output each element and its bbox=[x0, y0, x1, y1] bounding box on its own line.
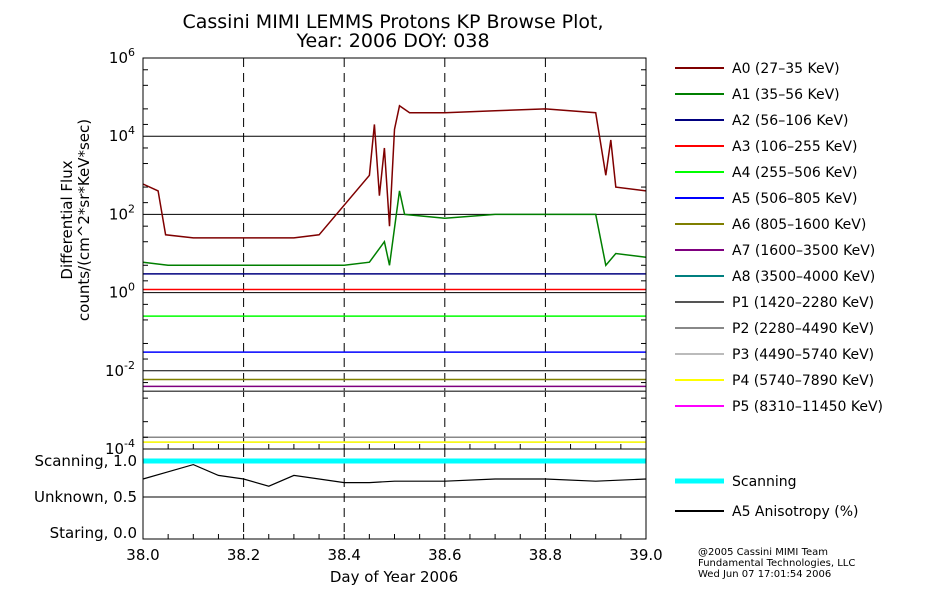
axes: 10-4 10-2 100 102 104 106 38.0 38.2 38.4 38.6 38.8… bbox=[34, 46, 663, 564]
legend-label-5: A5 (506–805 KeV) bbox=[732, 191, 857, 207]
x-axis-label: Day of Year 2006 bbox=[330, 568, 458, 586]
legend-label-13: P5 (8310–11450 KeV) bbox=[732, 399, 883, 415]
x-tick-label-4: 38.8 bbox=[529, 546, 562, 564]
lower-y-tick-label-0: Scanning, 1.0 bbox=[34, 452, 137, 470]
credit-line-2: Fundamental Technologies, LLC bbox=[698, 558, 855, 569]
y-axis-label: Differential Flux counts/(cm^2*sr*KeV*se… bbox=[58, 119, 93, 321]
legend-label-6: A6 (805–1600 KeV) bbox=[732, 217, 866, 233]
legend-label-3: A3 (106–255 KeV) bbox=[732, 139, 857, 155]
legend-label-0: A0 (27–35 KeV) bbox=[732, 61, 840, 77]
y-axis-label-line2: counts/(cm^2*sr*KeV*sec) bbox=[75, 119, 93, 321]
lower-legend-label-1: A5 Anisotropy (%) bbox=[732, 504, 859, 520]
legend-label-11: P3 (4490–5740 KeV) bbox=[732, 347, 874, 363]
y-tick-label-4: 104 bbox=[109, 124, 135, 145]
credit-line-3: Wed Jun 07 17:01:54 2006 bbox=[698, 569, 831, 580]
y-tick-label-0: 10-4 bbox=[105, 437, 135, 458]
legend-label-12: P4 (5740–7890 KeV) bbox=[732, 373, 874, 389]
x-tick-label-5: 39.0 bbox=[629, 546, 662, 564]
y-tick-label-2: 100 bbox=[109, 281, 135, 302]
series-layer bbox=[142, 104, 647, 443]
legend-label-4: A4 (255–506 KeV) bbox=[732, 165, 857, 181]
y-axis-label-line1: Differential Flux bbox=[58, 160, 76, 279]
series-line-0 bbox=[142, 104, 647, 239]
legend-label-10: P2 (2280–4490 KeV) bbox=[732, 321, 874, 337]
legend-label-9: P1 (1420–2280 KeV) bbox=[732, 295, 874, 311]
lower-series-line-1 bbox=[142, 463, 647, 487]
lower-panel bbox=[142, 458, 647, 487]
x-tick-label-3: 38.6 bbox=[428, 546, 461, 564]
y-tick-label-3: 102 bbox=[109, 202, 135, 223]
x-tick-label-1: 38.2 bbox=[227, 546, 260, 564]
lower-y-tick-label-1: Unknown, 0.5 bbox=[34, 488, 137, 506]
lower-y-tick-label-2: Staring, 0.0 bbox=[50, 524, 137, 542]
y-tick-label-1: 10-2 bbox=[105, 359, 135, 380]
legend-label-1: A1 (35–56 KeV) bbox=[732, 87, 840, 103]
legend-label-8: A8 (3500–4000 KeV) bbox=[732, 269, 875, 285]
lower-legend-label-0: Scanning bbox=[732, 474, 797, 490]
legend-label-2: A2 (56–106 KeV) bbox=[732, 113, 849, 129]
x-tick-label-0: 38.0 bbox=[126, 546, 159, 564]
y-tick-label-5: 106 bbox=[109, 46, 135, 67]
series-line-1 bbox=[142, 190, 647, 267]
legend: A0 (27–35 KeV) A1 (35–56 KeV) A2 (56–106 K… bbox=[675, 61, 883, 520]
credit-line-1: @2005 Cassini MIMI Team bbox=[698, 547, 828, 558]
flux-plot-frame bbox=[142, 57, 647, 450]
x-tick-label-2: 38.4 bbox=[327, 546, 360, 564]
legend-label-7: A7 (1600–3500 KeV) bbox=[732, 243, 875, 259]
chart-title-line2: Year: 2006 DOY: 038 bbox=[295, 30, 489, 52]
chart-title-line1: Cassini MIMI LEMMS Protons KP Browse Plo… bbox=[182, 11, 603, 33]
